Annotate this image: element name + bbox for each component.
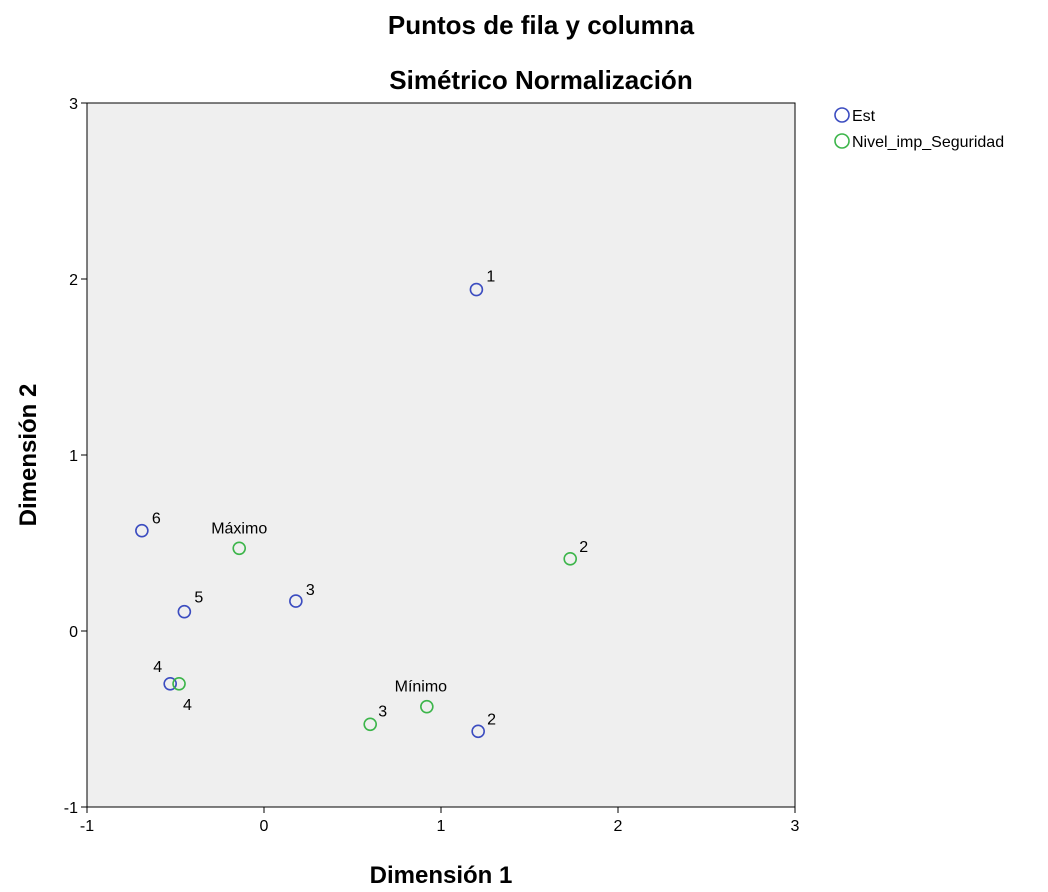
x-tick-label: 3: [791, 818, 800, 835]
legend-marker: [834, 133, 850, 149]
point-label: Mínimo: [395, 679, 448, 696]
data-point: [172, 676, 186, 691]
point-label: 3: [378, 703, 387, 720]
x-axis-title: Dimensión 1: [370, 862, 513, 889]
legend-label: Est: [852, 108, 876, 125]
chart-subtitle: Simétrico Normalización: [389, 65, 692, 95]
data-point: [232, 541, 247, 556]
y-tick-label: 2: [69, 272, 78, 289]
data-point: [420, 699, 434, 714]
legend-marker: [834, 107, 850, 123]
y-axis-title: Dimensión 2: [15, 384, 42, 527]
data-points: [135, 282, 578, 739]
point-label: 2: [487, 711, 496, 728]
point-label: 3: [306, 582, 315, 599]
legend: Est Nivel_imp_Seguridad: [834, 107, 1004, 151]
point-label: 4: [183, 697, 192, 714]
data-point: [469, 282, 484, 297]
point-label: 1: [486, 269, 495, 286]
data-point: [177, 604, 192, 619]
data-point: [163, 676, 177, 691]
data-point: [471, 724, 485, 739]
x-tick-label: 2: [614, 818, 623, 835]
point-label: 5: [194, 590, 203, 607]
plot-area: [86, 102, 796, 808]
point-label: 2: [579, 539, 588, 556]
point-label: 4: [153, 659, 162, 676]
x-tick-label: 1: [437, 818, 446, 835]
y-tick-label: -1: [64, 800, 78, 817]
data-point: [135, 523, 149, 538]
x-tick-label: 0: [260, 818, 269, 835]
data-point: [563, 552, 578, 566]
legend-label: Nivel_imp_Seguridad: [852, 134, 1004, 151]
x-tick-label: -1: [80, 818, 94, 835]
point-labels: 1 2 3 4 5 6 Máximo 2 3 4 Mínimo: [152, 269, 588, 729]
point-label: Máximo: [211, 520, 267, 537]
chart-title: Puntos de fila y columna: [388, 10, 695, 40]
y-tick-label: 1: [69, 448, 78, 465]
data-point: [289, 594, 303, 608]
y-tick-label: 0: [69, 624, 78, 641]
data-point: [363, 717, 378, 732]
y-tick-label: 3: [69, 96, 78, 113]
point-label: 6: [152, 511, 161, 528]
axis-ticks: -1 0 1 2 3 -1 0 1 2 3: [64, 96, 800, 835]
